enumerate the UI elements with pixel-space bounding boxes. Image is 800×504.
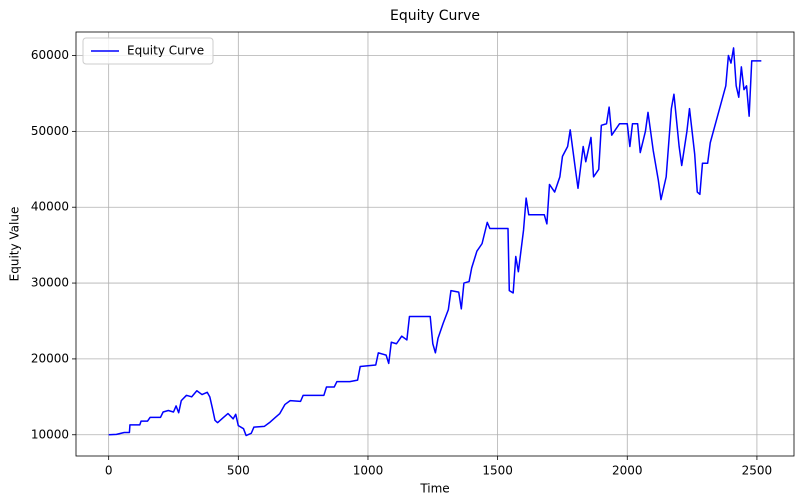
y-tick-label: 40000 <box>31 200 69 214</box>
x-tick-label: 1000 <box>353 464 384 478</box>
x-tick-label: 2500 <box>742 464 773 478</box>
x-axis-label: Time <box>419 482 449 496</box>
legend-label: Equity Curve <box>127 44 204 58</box>
y-tick-label: 10000 <box>31 427 69 441</box>
x-tick-label: 500 <box>227 464 250 478</box>
legend-box <box>82 37 214 65</box>
x-tick-label: 1500 <box>482 464 513 478</box>
plot-frame <box>75 31 795 457</box>
y-axis-label: Equity Value <box>8 207 22 282</box>
x-tick-label: 0 <box>105 464 113 478</box>
y-tick-label: 30000 <box>31 276 69 290</box>
equity-line <box>108 47 762 437</box>
y-tick-label: 50000 <box>31 124 69 138</box>
x-tick-label: 2000 <box>612 464 643 478</box>
y-tick-label: 60000 <box>31 48 69 62</box>
y-tick-label: 20000 <box>31 351 69 365</box>
chart-title: Equity Curve <box>390 8 480 24</box>
